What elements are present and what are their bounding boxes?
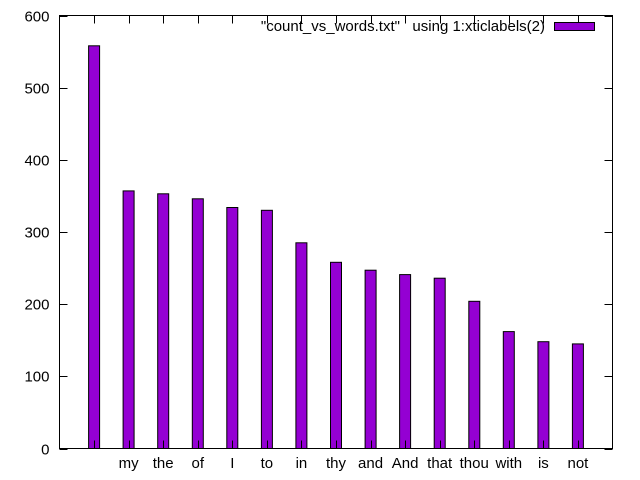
x-tick-label: to <box>261 455 274 472</box>
x-tick-label: is <box>538 455 549 472</box>
y-axis-ticks: 0 100 200 300 400 500 600 <box>24 9 613 459</box>
x-tick-label: And <box>392 455 419 472</box>
bar-the <box>157 193 170 449</box>
bar-that <box>433 277 446 450</box>
bar-and <box>364 269 377 450</box>
y-tick-label: 300 <box>24 225 49 242</box>
x-tick-label: and <box>358 455 383 472</box>
x-tick-label: with <box>494 455 522 472</box>
x-tick-label: that <box>427 455 453 472</box>
legend: "count_vs_words.txt" using 1:xticlabels(… <box>261 18 595 35</box>
y-tick-label: 200 <box>24 297 49 314</box>
legend-swatch <box>554 22 595 31</box>
x-tick-label: I <box>230 455 234 472</box>
x-tick-label: in <box>296 455 308 472</box>
x-tick-label: my <box>119 455 139 472</box>
bar-not <box>571 343 584 449</box>
x-tick-label: thy <box>326 455 347 472</box>
bar-of <box>191 198 204 449</box>
bar-is <box>537 341 550 450</box>
y-tick-label: 500 <box>24 81 49 98</box>
bar-And <box>399 274 412 449</box>
plot-frame <box>59 15 613 449</box>
bar-with <box>502 331 515 450</box>
bar-I <box>226 207 239 449</box>
bar-to <box>260 209 273 449</box>
x-tick-label: of <box>191 455 204 472</box>
y-tick-label: 0 <box>41 442 49 459</box>
bar-thy <box>330 261 342 449</box>
x-tick-label: thou <box>460 455 489 472</box>
bar-my <box>122 190 135 449</box>
legend-label: "count_vs_words.txt" using 1:xticlabels(… <box>261 18 545 35</box>
bar-in <box>295 242 308 449</box>
y-tick-label: 600 <box>24 9 49 26</box>
y-tick-label: 400 <box>24 153 49 170</box>
bar-unlabeled <box>88 45 101 450</box>
y-tick-label: 100 <box>24 369 49 386</box>
x-tick-label: the <box>153 455 174 472</box>
bar-thou <box>468 300 481 449</box>
bars-layer <box>88 45 584 450</box>
x-tick-label: not <box>568 455 590 472</box>
